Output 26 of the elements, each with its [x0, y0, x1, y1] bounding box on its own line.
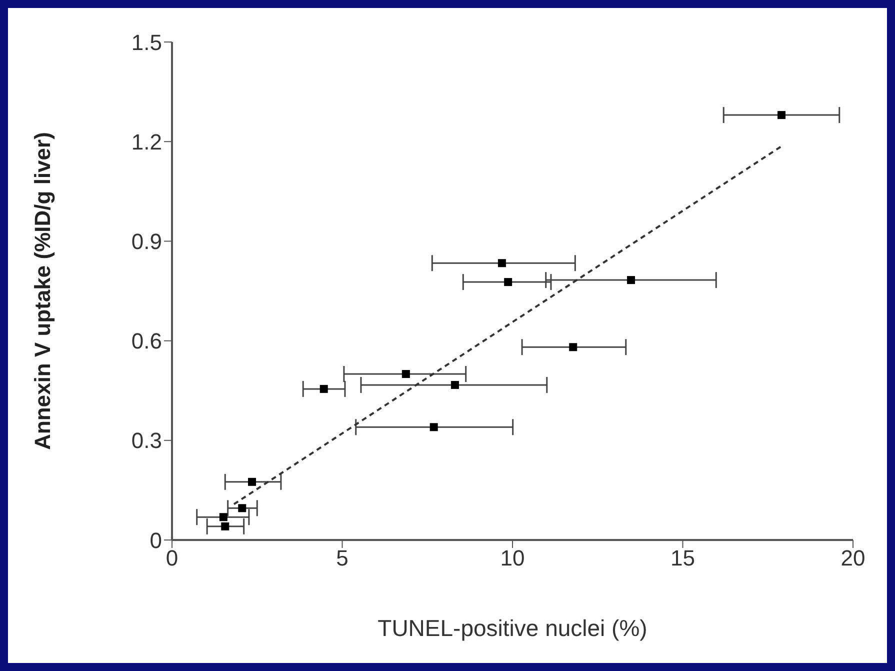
point: [221, 522, 230, 530]
point: [320, 384, 328, 393]
y-axis-title: Annexin V uptake (%ID/g liver): [30, 132, 55, 450]
point: [450, 380, 459, 389]
point: [430, 423, 438, 432]
point: [504, 278, 512, 286]
x-tick-label: 5: [336, 546, 348, 571]
point: [498, 259, 506, 268]
y-tick-label: 0.9: [131, 229, 162, 254]
point: [402, 370, 410, 378]
point: [777, 111, 786, 120]
y-tick-label: 0.6: [131, 328, 162, 354]
point: [219, 513, 228, 522]
point: [569, 343, 578, 352]
x-tick-label: 15: [670, 546, 695, 571]
x-tick-label: 20: [840, 546, 866, 571]
y-tick-label: 0: [150, 528, 162, 553]
point: [238, 504, 246, 512]
x-tick-label: 10: [500, 546, 525, 571]
y-tick-label: 0.3: [131, 428, 162, 454]
y-tick-label: 1.5: [131, 30, 162, 55]
y-tick-label: 1.2: [131, 129, 162, 154]
x-tick-label: 0: [166, 546, 178, 571]
x-axis-title: TUNEL-positive nuclei (%): [378, 615, 648, 641]
point: [248, 478, 256, 486]
point: [626, 276, 635, 284]
